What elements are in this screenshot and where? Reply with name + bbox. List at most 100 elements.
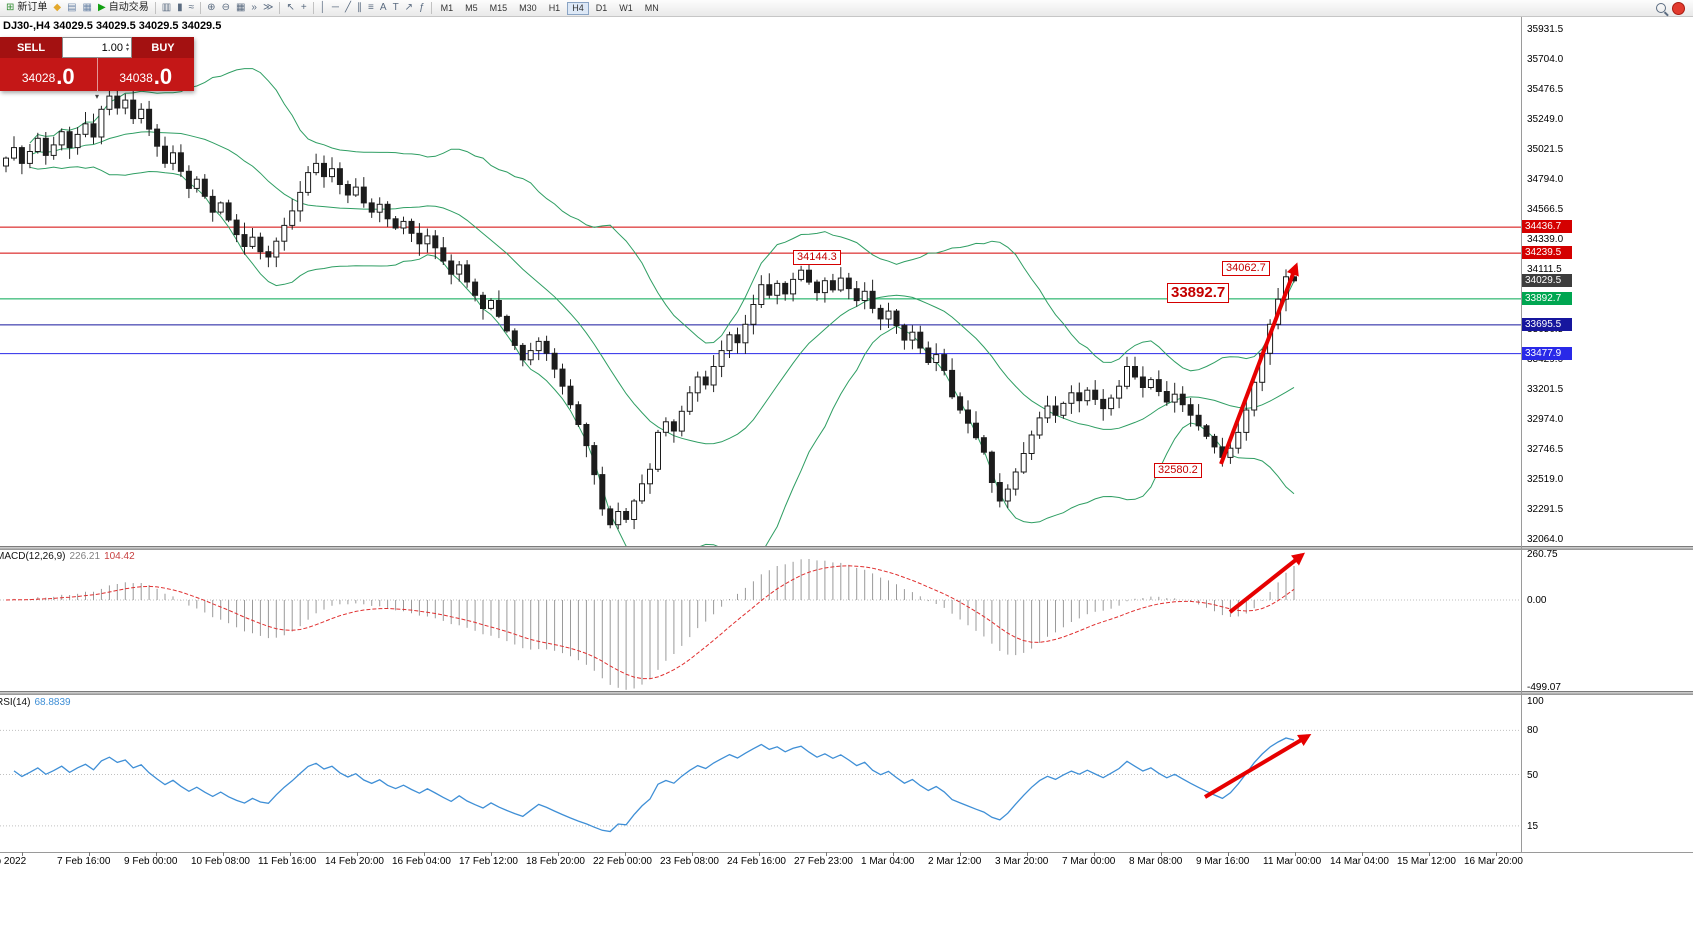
macd-panel[interactable] [0, 550, 1521, 691]
price-annotation[interactable]: 32580.2 [1154, 463, 1202, 479]
profiles-icon[interactable]: ▦ [80, 1, 95, 16]
candle-body [551, 352, 558, 370]
auto-scroll-icon[interactable]: » [248, 1, 260, 16]
timeframe-m15[interactable]: M15 [489, 2, 508, 13]
label-icon: T [392, 2, 399, 13]
candle-body [782, 282, 789, 295]
candle-body [273, 240, 280, 258]
time-axis-border[interactable] [0, 852, 1693, 853]
time-axis-label: 18 Feb 20:00 [526, 856, 585, 867]
support-line-label[interactable]: 33477.9 [1522, 346, 1572, 360]
level-line-label[interactable]: 33892.7 [1522, 291, 1572, 305]
autotrading-button[interactable]: ▶ 自动交易 [95, 1, 152, 16]
current-price-label[interactable]: 34029.5 [1522, 273, 1572, 287]
trendline-icon[interactable]: ╱ [342, 1, 354, 16]
price-axis[interactable] [1522, 17, 1693, 852]
tile-windows-icon[interactable]: ▦ [233, 1, 248, 16]
trend-arrow[interactable] [1219, 262, 1299, 465]
timeframe-m5[interactable]: M5 [465, 2, 478, 13]
text-icon[interactable]: A [377, 1, 390, 16]
crosshair-icon[interactable]: + [298, 1, 310, 16]
arrows-icon[interactable]: ↗ [402, 1, 416, 16]
fibonacci-icon[interactable]: ≡ [365, 1, 377, 16]
bar-chart-icon[interactable]: ▥ [159, 1, 174, 16]
candle-body [686, 392, 693, 412]
candle-body [1211, 435, 1218, 448]
candle-body [655, 431, 661, 470]
label-icon[interactable]: T [390, 1, 402, 16]
resistance-line-label[interactable]: 34239.5 [1522, 246, 1572, 260]
candle-body [925, 347, 932, 363]
time-axis-tick [826, 852, 827, 856]
zoom-out-icon[interactable]: ⊖ [219, 1, 233, 16]
price-annotation[interactable]: 33892.7 [1167, 283, 1230, 303]
timeframe-d1[interactable]: D1 [595, 2, 608, 13]
candle-body [631, 500, 638, 520]
timeframe-m1[interactable]: M1 [440, 2, 454, 13]
metaquotes-icon[interactable]: ◆ [50, 1, 64, 16]
panel-collapse-icon[interactable]: ▾ [94, 92, 100, 101]
rsi-panel[interactable] [0, 695, 1521, 852]
support-line-label[interactable]: 33695.5 [1522, 317, 1572, 331]
indicators-icon[interactable]: ƒ [416, 1, 428, 16]
timeframe-h4[interactable]: H4 [567, 1, 589, 15]
line-chart-icon: ≈ [188, 2, 195, 13]
panel-separator[interactable] [0, 691, 1693, 695]
panel-separator[interactable] [0, 546, 1693, 550]
resistance-line-label[interactable]: 34436.7 [1522, 220, 1572, 234]
spin-down-icon[interactable]: ▾ [125, 46, 129, 53]
timeframe-mn[interactable]: MN [644, 2, 659, 13]
candle-body [464, 264, 471, 283]
candle-body [233, 219, 240, 236]
candle-body [1036, 417, 1043, 436]
candle-body [639, 483, 645, 502]
chart-shift-icon[interactable]: ≫ [260, 1, 276, 16]
channel-icon[interactable]: ∥ [354, 1, 365, 16]
lot-size-input[interactable]: 1.00 ▴ ▾ [62, 37, 132, 58]
lot-spinner[interactable]: ▴ ▾ [125, 41, 129, 53]
candle-body [376, 203, 383, 213]
candle-body [1060, 402, 1067, 416]
candle-chart-icon[interactable]: ▮ [174, 1, 186, 16]
candle-body [249, 236, 256, 247]
time-axis-label: 7 Mar 00:00 [1062, 856, 1116, 867]
trend-arrow[interactable] [1203, 734, 1312, 799]
cursor-icon[interactable]: ↖ [283, 1, 297, 16]
zoom-in-icon[interactable]: ⊕ [204, 1, 218, 16]
time-axis-label: 14 Mar 04:00 [1330, 856, 1389, 867]
candle-body [1163, 391, 1170, 403]
candle-chart-icon: ▮ [177, 2, 183, 13]
price-annotation[interactable]: 34144.3 [793, 250, 841, 266]
candle-body [265, 251, 272, 258]
profiles-icon: ▦ [82, 2, 92, 13]
vertical-line-icon[interactable]: │ [317, 1, 329, 16]
price-annotation[interactable]: 34062.7 [1222, 261, 1270, 277]
candle-body [941, 354, 948, 371]
horizontal-line-icon[interactable]: ─ [329, 1, 342, 16]
chart-window-icon[interactable]: ▤ [64, 1, 79, 16]
candle-body [933, 354, 940, 364]
buy-button[interactable]: BUY [132, 37, 194, 58]
line-chart-icon[interactable]: ≈ [186, 1, 198, 16]
candle-body [774, 282, 781, 296]
one-click-trading-panel: SELL 1.00 ▴ ▾ BUY 34028 .0 34038 .0 ▾ [0, 37, 195, 101]
new-order-button[interactable]: ⊞ 新订单 [3, 1, 50, 16]
candle-body [814, 281, 820, 294]
candle-body [392, 218, 399, 229]
timeframe-m30[interactable]: M30 [519, 2, 537, 13]
candle-body [710, 366, 717, 386]
zoom-out-icon: ⊖ [221, 2, 230, 13]
buy-price[interactable]: 34038 .0 [96, 58, 195, 91]
price-chart[interactable] [0, 17, 1521, 546]
search-icon[interactable] [1656, 3, 1666, 13]
sell-button[interactable]: SELL [0, 37, 62, 58]
trend-arrow[interactable] [1228, 552, 1306, 614]
sell-price[interactable]: 34028 .0 [0, 58, 97, 91]
candle-body [114, 95, 121, 109]
spin-up-icon[interactable]: ▴ [125, 41, 129, 48]
timeframe-h1[interactable]: H1 [548, 2, 561, 13]
timeframe-w1[interactable]: W1 [619, 2, 633, 13]
candle-body [416, 232, 423, 245]
notification-icon[interactable] [1672, 1, 1685, 15]
price-axis-tick: 32064.0 [1527, 534, 1564, 545]
